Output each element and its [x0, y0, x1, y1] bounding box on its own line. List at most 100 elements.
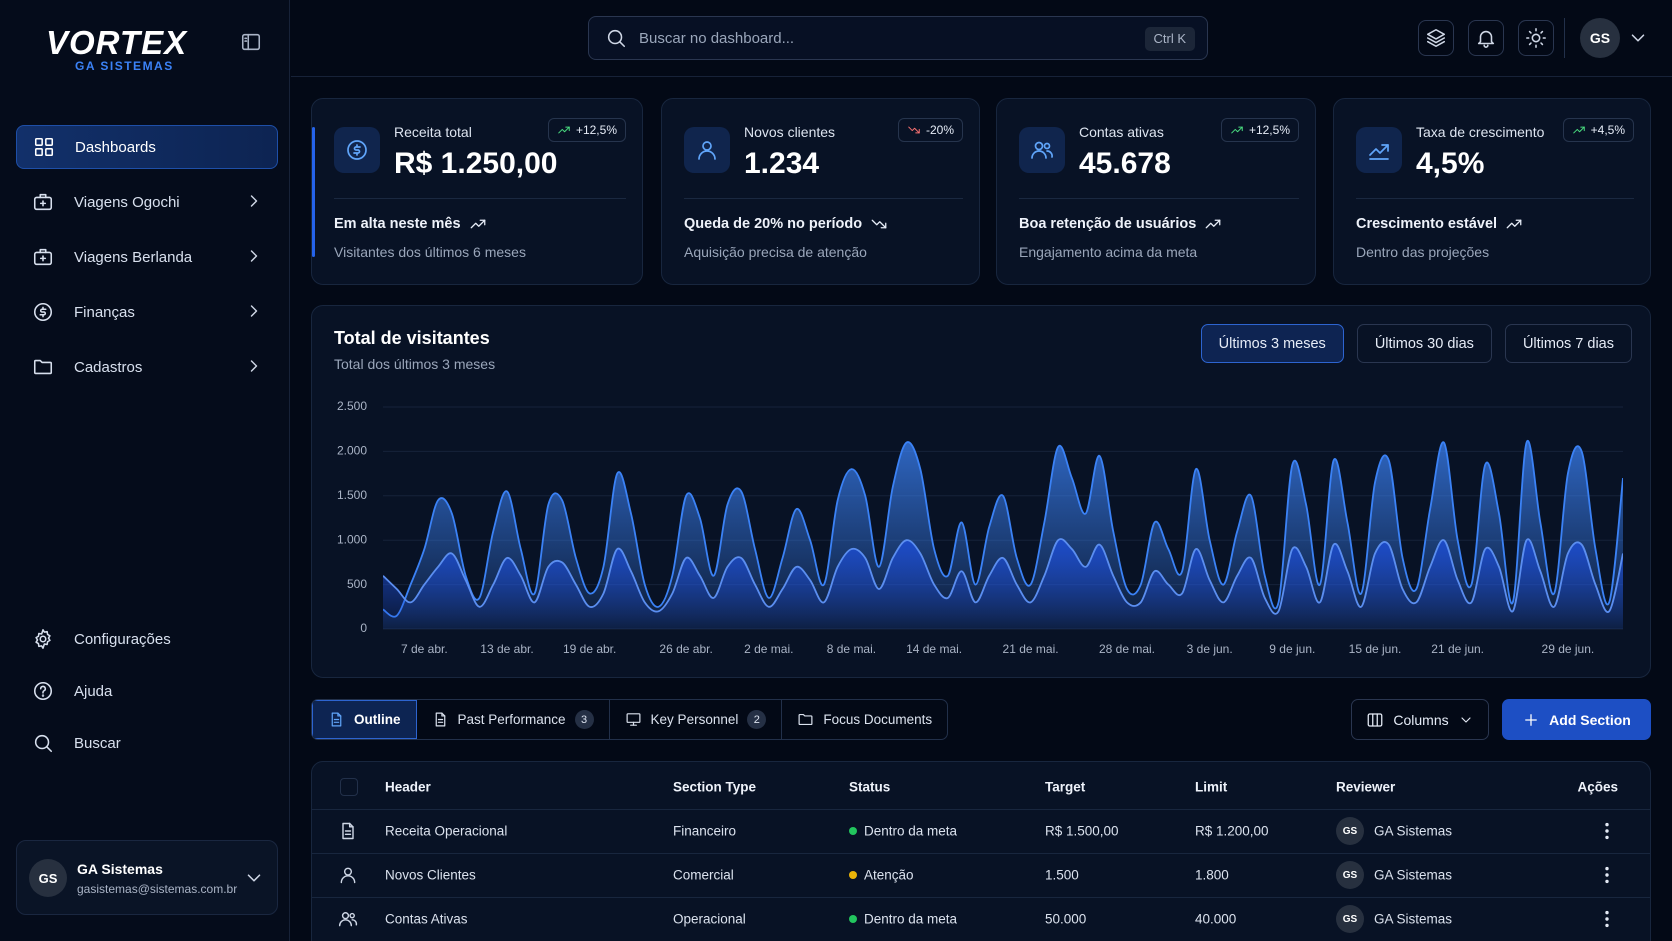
- kpi-headline: Boa retenção de usuários: [1019, 215, 1222, 233]
- icon: [1231, 126, 1243, 134]
- add-section-label: Add Section: [1549, 711, 1631, 728]
- icon: [1205, 219, 1221, 229]
- kpi-icon: [1356, 127, 1402, 173]
- cell-reviewer: GA Sistemas: [1374, 867, 1453, 883]
- tab-count: 3: [574, 710, 594, 729]
- separator: [1564, 18, 1565, 58]
- sidebar: VORTEX GA SISTEMAS Dashboards Viagens Ogo…: [0, 0, 290, 941]
- user-card[interactable]: GS GA Sistemas gasistemas@sistemas.com.b…: [16, 840, 278, 915]
- column-header: Reviewer: [1336, 779, 1396, 795]
- nav-item[interactable]: Viagens Ogochi: [16, 180, 278, 224]
- kpi-title: Novos clientes: [744, 124, 836, 140]
- column-header: Section Type: [673, 779, 757, 795]
- icon: [1572, 126, 1585, 134]
- icon: [798, 713, 813, 726]
- nav-item[interactable]: Buscar: [16, 721, 278, 765]
- kpi-badge: +12,5%: [1220, 118, 1299, 142]
- layers-button[interactable]: [1418, 20, 1454, 56]
- kpi-icon: [1019, 127, 1065, 173]
- kpi-card: Taxa de crescimento 4,5% +4,5% Crescimento …: [1333, 98, 1651, 285]
- nav-item[interactable]: Dashboards: [16, 125, 278, 169]
- icon: [34, 734, 53, 753]
- cell-limit: R$ 1.200,00: [1195, 823, 1269, 839]
- kpi-headline-text: Queda de 20% no período: [684, 216, 863, 232]
- column-header: Ações: [1577, 779, 1618, 795]
- icon: [331, 712, 342, 727]
- area: [383, 538, 1623, 629]
- range-selector: Últimos 3 meses Últimos 30 dias Últimos 7 …: [1200, 324, 1632, 363]
- sidebar-toggle[interactable]: [240, 31, 262, 58]
- nav-item[interactable]: Finanças: [16, 290, 278, 334]
- nav-label: Dashboards: [75, 138, 156, 156]
- nav-item[interactable]: Cadastros: [16, 345, 278, 389]
- nav-item[interactable]: Viagens Berlanda: [16, 235, 278, 279]
- kpi-headline: Queda de 20% no período: [684, 215, 888, 233]
- cell-type: Operacional: [673, 911, 746, 927]
- cell-target: R$ 1.500,00: [1045, 823, 1119, 839]
- x-tick-label: 7 de abr.: [401, 642, 448, 656]
- columns-label: Columns: [1393, 711, 1449, 728]
- kpi-card: Novos clientes 1.234 -20% Queda de 20% no p…: [661, 98, 980, 285]
- icon: [1605, 910, 1609, 928]
- row-actions[interactable]: [1596, 908, 1618, 935]
- tabs: Outline Past Performance 3 Key Personnel 2 Fo…: [311, 699, 949, 740]
- add-section-button[interactable]: Add Section: [1502, 699, 1651, 740]
- icon: [33, 302, 53, 322]
- kpi-badge: +12,5%: [547, 118, 626, 142]
- icon: [1031, 141, 1053, 159]
- column-header: Header: [385, 779, 431, 795]
- cell-reviewer: GA Sistemas: [1374, 911, 1453, 927]
- tab[interactable]: Past Performance 3: [417, 700, 610, 739]
- x-tick-label: 29 de jun.: [1542, 642, 1595, 656]
- kpi-value: 4,5%: [1416, 147, 1485, 180]
- kpi-badge-text: -20%: [925, 123, 954, 137]
- icon: [33, 193, 53, 211]
- y-tick-label: 2.500: [337, 399, 367, 413]
- icon: [35, 629, 51, 649]
- cell-header: Receita Operacional: [385, 823, 508, 839]
- nav-label: Cadastros: [74, 358, 143, 376]
- range-button[interactable]: Últimos 7 dias: [1504, 324, 1632, 363]
- cell-header: Novos Clientes: [385, 867, 476, 883]
- icon: [435, 712, 445, 727]
- columns-button[interactable]: Columns: [1351, 699, 1489, 740]
- row-actions[interactable]: [1596, 820, 1618, 847]
- cell-status: Dentro da meta: [864, 823, 958, 839]
- header-checkbox[interactable]: [340, 778, 358, 796]
- column-header: Status: [849, 779, 891, 795]
- divider: [1019, 198, 1299, 199]
- status-dot: [849, 915, 857, 923]
- nav-item[interactable]: Configurações: [16, 617, 278, 661]
- divider: [684, 198, 963, 199]
- x-tick-label: 13 de abr.: [480, 642, 533, 656]
- nav-label: Viagens Ogochi: [74, 193, 180, 211]
- tab[interactable]: Key Personnel 2: [610, 700, 783, 739]
- tab-label: Key Personnel: [650, 712, 739, 727]
- nav-item[interactable]: Ajuda: [16, 669, 278, 713]
- icon: [250, 360, 258, 372]
- nav-label: Configurações: [74, 630, 171, 648]
- search-box[interactable]: Buscar no dashboard... Ctrl K: [588, 16, 1208, 60]
- icon: [1506, 219, 1522, 229]
- cell-status: Dentro da meta: [864, 911, 958, 927]
- x-tick-label: 21 de jun.: [1431, 642, 1484, 656]
- x-tick-label: 14 de mai.: [906, 642, 962, 656]
- row-actions[interactable]: [1596, 864, 1618, 891]
- range-button[interactable]: Últimos 3 meses: [1200, 324, 1344, 363]
- kpi-card: Receita total R$ 1.250,00 +12,5% Em alta ne…: [311, 98, 643, 285]
- notifications-button[interactable]: [1468, 20, 1504, 56]
- kpi-badge-text: +4,5%: [1590, 123, 1625, 137]
- chart-subtitle: Total dos últimos 3 meses: [334, 356, 496, 372]
- kpi-value: 1.234: [744, 147, 820, 180]
- nav-label: Buscar: [74, 734, 121, 752]
- cell-header: Contas Ativas: [385, 911, 468, 927]
- icon: [340, 867, 356, 884]
- header-avatar[interactable]: GS: [1580, 18, 1620, 58]
- theme-button[interactable]: [1518, 20, 1554, 56]
- tab[interactable]: Outline: [312, 700, 417, 739]
- range-button[interactable]: Últimos 30 dias: [1356, 324, 1492, 363]
- tab-label: Past Performance: [457, 712, 566, 727]
- tab[interactable]: Focus Documents: [782, 700, 947, 739]
- column-header: Target: [1045, 779, 1086, 795]
